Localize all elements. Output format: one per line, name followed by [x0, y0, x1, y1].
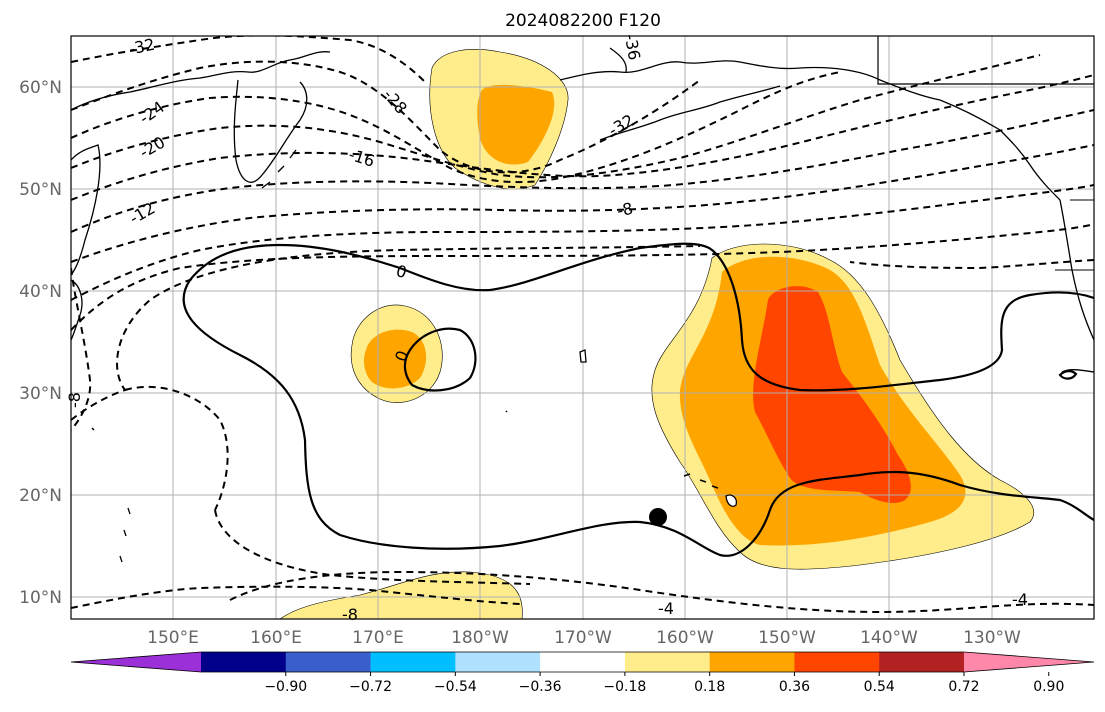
- colorbar-segment: [709, 652, 795, 672]
- lat-label-10n: 10°N: [19, 588, 62, 608]
- colorbar-tick-label: 0.90: [1033, 679, 1064, 695]
- map-area: [71, 36, 1094, 619]
- contour-label: -8: [615, 199, 635, 221]
- graticule: [71, 36, 1094, 619]
- shade-south-light: [279, 571, 523, 619]
- map-title: 2024082200 F120: [505, 11, 661, 31]
- colorbar-tick-label: −0.18: [603, 679, 646, 695]
- lon-label-160e: 160°E: [250, 628, 302, 648]
- islands: [91, 349, 738, 563]
- colorbar-segment: [455, 652, 541, 672]
- lon-label-150w: 150°W: [758, 628, 816, 648]
- colorbar-extend-high: [964, 652, 1094, 672]
- shade-east-strong: [753, 286, 911, 503]
- lat-label-50n: 50°N: [19, 180, 62, 200]
- shade-mid-medium: [364, 329, 427, 389]
- contour-label: 0: [394, 261, 409, 282]
- map-border: [70, 35, 1095, 620]
- colorbar-tick-label: 0.18: [694, 679, 725, 695]
- colorbar-segment: [879, 652, 965, 672]
- lat-label-60n: 60°N: [19, 78, 62, 98]
- colorbar-tick-label: −0.54: [434, 679, 477, 695]
- colorbar-outline: [70, 651, 1095, 673]
- contour-label: -36: [621, 33, 644, 62]
- contour-label: -8: [342, 605, 358, 624]
- storm-position-dot: [649, 508, 667, 526]
- colorbar-tick-label: 0.72: [948, 679, 979, 695]
- lat-label-30n: 30°N: [19, 384, 62, 404]
- colorbar-tick-label: 0.36: [779, 679, 810, 695]
- colorbar: −0.90 −0.72 −0.54 −0.36 −0.18 0.18 0.36 0.54 0.7…: [70, 651, 1095, 695]
- colorbar-segment: [624, 652, 711, 672]
- colorbar-tick-label: 0.54: [864, 679, 895, 695]
- colorbar-tick-label: −0.36: [519, 679, 562, 695]
- colorbar-segment: [285, 652, 372, 672]
- latitude-labels: 60°N 50°N 40°N 30°N 20°N 10°N: [19, 78, 62, 608]
- zero-contours: [182, 242, 1094, 557]
- shade-north-medium: [477, 84, 555, 165]
- lon-label-130w: 130°W: [963, 628, 1021, 648]
- lat-label-20n: 20°N: [19, 486, 62, 506]
- colorbar-segment: [370, 652, 456, 672]
- dashed-contours: [71, 36, 1094, 614]
- lon-label-170e: 170°E: [352, 628, 404, 648]
- colorbar-extend-low: [71, 652, 201, 672]
- colorbar-tick-label: −0.72: [349, 679, 392, 695]
- colorbar-segment: [201, 652, 287, 672]
- anomaly-shading: [279, 49, 1035, 619]
- colorbar-segment: [540, 652, 626, 672]
- lat-label-40n: 40°N: [19, 282, 62, 302]
- colorbar-segment: [794, 652, 880, 672]
- contour-label: -8: [65, 392, 84, 408]
- lon-label-140w: 140°W: [860, 628, 918, 648]
- lon-label-180w: 180°W: [451, 628, 509, 648]
- lon-label-160w: 160°W: [656, 628, 714, 648]
- contour-label: -4: [658, 599, 674, 618]
- contour-label: -4: [1012, 590, 1028, 609]
- lon-label-150e: 150°E: [147, 628, 199, 648]
- lon-label-170w: 170°W: [554, 628, 612, 648]
- longitude-labels: 150°E 160°E 170°E 180°W 170°W 160°W 150°…: [147, 628, 1021, 648]
- colorbar-tick-label: −0.90: [264, 679, 307, 695]
